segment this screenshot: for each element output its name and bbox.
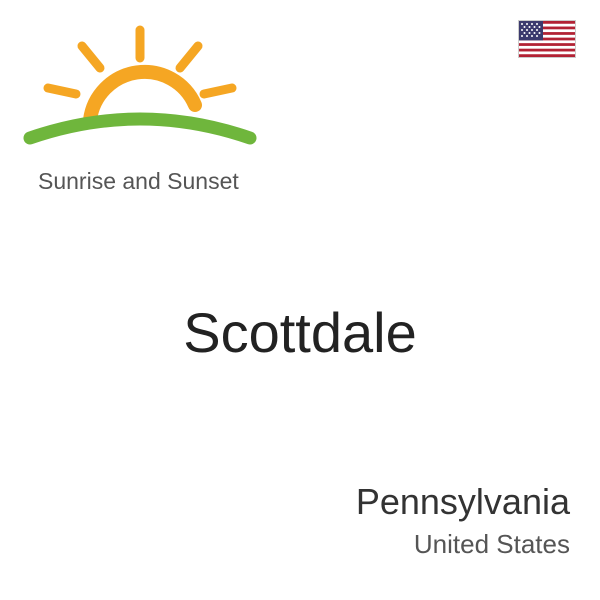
country-name: United States: [356, 529, 570, 560]
region-block: Pennsylvania United States: [356, 481, 570, 560]
city-name: Scottdale: [0, 300, 600, 365]
logo-tagline: Sunrise and Sunset: [38, 168, 280, 195]
logo-area: Sunrise and Sunset: [20, 20, 280, 195]
region-name: Pennsylvania: [356, 481, 570, 523]
sunrise-icon: [20, 20, 260, 160]
us-flag-icon: [518, 20, 576, 58]
